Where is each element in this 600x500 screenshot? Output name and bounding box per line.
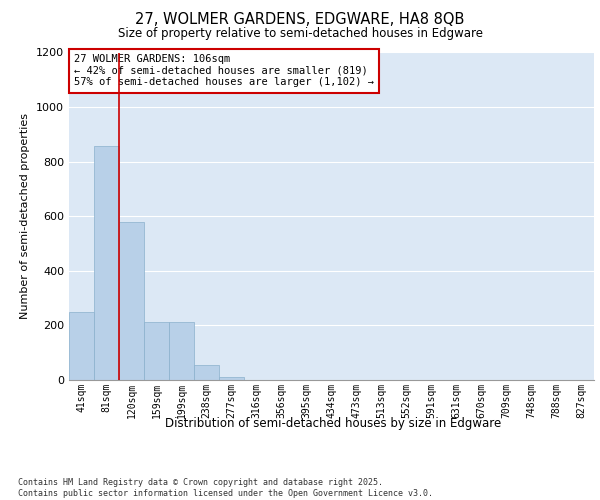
- Text: Size of property relative to semi-detached houses in Edgware: Size of property relative to semi-detach…: [118, 28, 482, 40]
- Text: Contains HM Land Registry data © Crown copyright and database right 2025.
Contai: Contains HM Land Registry data © Crown c…: [18, 478, 433, 498]
- Text: 27, WOLMER GARDENS, EDGWARE, HA8 8QB: 27, WOLMER GARDENS, EDGWARE, HA8 8QB: [136, 12, 464, 28]
- Text: Distribution of semi-detached houses by size in Edgware: Distribution of semi-detached houses by …: [165, 418, 501, 430]
- Bar: [194, 365, 219, 380]
- Bar: [169, 322, 194, 380]
- Bar: [94, 146, 119, 380]
- Bar: [119, 222, 144, 380]
- Bar: [219, 378, 244, 380]
- Text: 27 WOLMER GARDENS: 106sqm
← 42% of semi-detached houses are smaller (819)
57% of: 27 WOLMER GARDENS: 106sqm ← 42% of semi-…: [74, 54, 374, 88]
- Bar: [69, 312, 94, 380]
- Y-axis label: Number of semi-detached properties: Number of semi-detached properties: [20, 114, 31, 320]
- Bar: [144, 322, 169, 380]
